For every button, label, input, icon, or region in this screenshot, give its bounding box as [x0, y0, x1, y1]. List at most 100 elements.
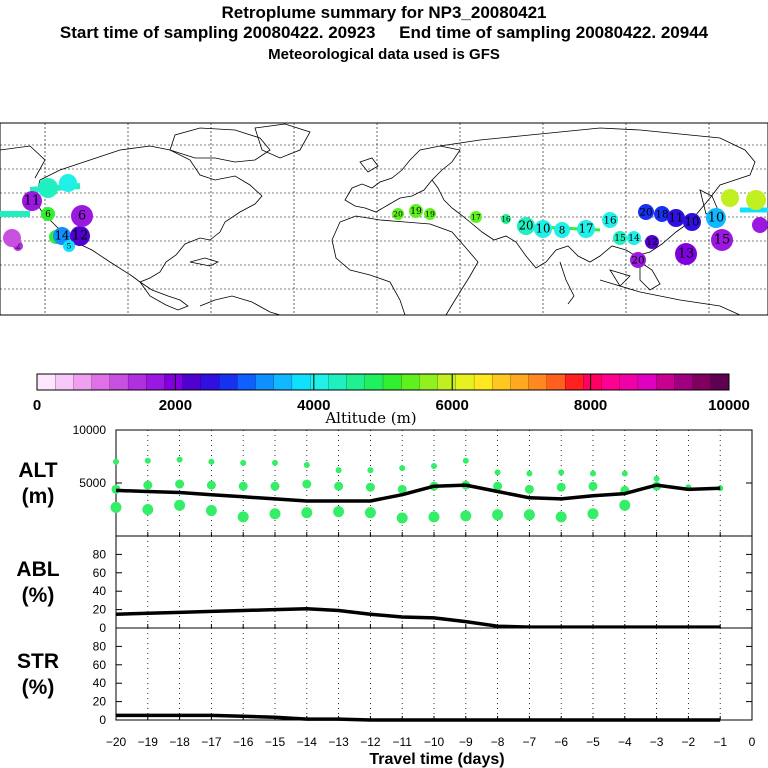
colorbar-cell [455, 373, 475, 391]
map-marker: 10 [534, 220, 552, 238]
colorbar-cell [219, 373, 238, 391]
colorbar-cell [237, 373, 256, 391]
altitude-scatter-point [237, 511, 249, 523]
map-marker: 20 [392, 208, 404, 220]
colorbar-cell [437, 373, 457, 391]
altitude-scatter-point [208, 458, 215, 465]
colorbar-cell [619, 373, 639, 391]
map-marker: 16 [602, 212, 618, 228]
colorbar-cell [255, 373, 275, 391]
colorbar-tick-label: 10000 [708, 397, 750, 414]
map-marker-dot [627, 231, 641, 245]
map-marker: 20 [638, 204, 654, 220]
colorbar-cell [109, 373, 129, 391]
colorbar-cell [200, 373, 220, 391]
series-line [116, 713, 721, 722]
altitude-scatter-point [334, 481, 344, 491]
map-marker-dot [746, 190, 766, 210]
map-marker-dot [711, 229, 733, 251]
map-marker-label: 6 [45, 210, 51, 220]
y-tick-label: 20 [93, 603, 107, 617]
map-marker-dot [554, 222, 570, 238]
y-tick-label: 0 [99, 621, 106, 635]
map-marker [59, 174, 77, 192]
map-marker: 15 [613, 231, 627, 245]
map-marker-dot [392, 208, 404, 220]
map-marker-dot [667, 209, 685, 227]
map-marker-label: 17 [471, 213, 481, 222]
map-marker-label: 20 [639, 207, 652, 219]
colorbar-cell [546, 373, 566, 391]
map-marker-dot [721, 189, 739, 207]
map-marker-label: 2 [16, 242, 20, 250]
altitude-scatter-point [653, 475, 660, 482]
altitude-scatter-point [399, 465, 406, 472]
map-marker-label: 14 [55, 229, 70, 243]
series-line [115, 606, 721, 629]
colorbar-cell [55, 373, 74, 391]
x-tick-label: −7 [523, 735, 537, 749]
map-marker: 20 [517, 217, 535, 235]
map-marker-label: 10 [536, 222, 551, 236]
map-marker-label: 19 [425, 210, 435, 219]
map-marker-label: 5 [67, 242, 72, 251]
map-marker: 6 [71, 205, 93, 227]
colorbar-tick-label: 0 [33, 397, 41, 414]
x-tick-label: −20 [106, 735, 127, 749]
map-marker [746, 190, 766, 210]
map-marker-label: 11 [24, 194, 41, 209]
map-marker: 19 [424, 208, 436, 220]
altitude-scatter-point [556, 482, 566, 492]
altitude-scatter-point [619, 499, 631, 511]
colorbar-ticks: 0 2000 4000 6000 8000 10000 [33, 374, 750, 414]
colorbar-cell [382, 373, 402, 391]
colorbar-cell [510, 373, 530, 391]
colorbar-tick-label: 6000 [436, 397, 469, 414]
colorbar-label: Altitude (m) [324, 409, 416, 427]
altitude-scatter-point [175, 479, 185, 489]
altitude-scatter-point [396, 512, 408, 524]
x-tick-label: −13 [328, 735, 349, 749]
map-marker-label: 15 [614, 234, 626, 244]
altitude-scatter-point [367, 467, 374, 474]
x-tick-label: −11 [392, 735, 412, 749]
x-tick-label: −6 [554, 735, 568, 749]
x-axis-label: Travel time (days) [369, 751, 504, 768]
map-marker-label: 12 [646, 238, 658, 248]
map-marker-label: 19 [410, 207, 422, 217]
colorbar-cell [182, 373, 202, 391]
x-tick-label: −3 [650, 735, 664, 749]
colorbar-cell [91, 373, 111, 391]
map-marker-label: 8 [559, 225, 566, 237]
map-marker-label: 17 [579, 222, 594, 236]
altitude-scatter-point [523, 509, 535, 521]
chart-title: Retroplume summary for NP3_20080421 [221, 3, 547, 22]
map-marker-label: 11 [669, 211, 684, 225]
colorbar-cell [583, 373, 602, 391]
x-tick-label: 0 [749, 735, 756, 749]
colorbar-cell [492, 373, 511, 391]
map-marker: 17 [470, 211, 482, 223]
altitude-scatter-point [335, 467, 342, 474]
panel-yunit: (m) [22, 485, 55, 508]
map-marker-label: 12 [72, 229, 89, 244]
altitude-scatter-point [397, 484, 407, 494]
map-marker-dot [501, 214, 511, 224]
x-tick-label: −2 [682, 735, 696, 749]
y-tick-label: 40 [93, 584, 107, 598]
map-marker: 19 [409, 204, 423, 218]
colorbar-cell [291, 373, 311, 391]
altitude-scatter-point [143, 480, 153, 490]
altitude-scatter-point [462, 457, 469, 464]
map-marker-dot [70, 226, 90, 246]
map-marker-dot [577, 220, 595, 238]
map-marker-dot [534, 220, 552, 238]
map-marker [3, 229, 21, 247]
y-tick-label: 60 [93, 566, 107, 580]
colorbar-cell [73, 373, 93, 391]
colorbar-cell [692, 373, 712, 391]
map-marker-dot [654, 206, 670, 222]
colorbar-cell [674, 373, 693, 391]
altitude-scatter-point [240, 459, 247, 466]
